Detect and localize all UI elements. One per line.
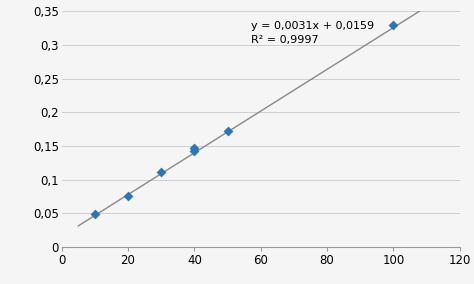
Point bbox=[224, 129, 231, 133]
Point bbox=[191, 149, 198, 154]
Point bbox=[157, 169, 165, 174]
Text: y = 0,0031x + 0,0159
R² = 0,9997: y = 0,0031x + 0,0159 R² = 0,9997 bbox=[251, 22, 374, 45]
Point bbox=[390, 22, 397, 27]
Point bbox=[91, 212, 99, 216]
Point bbox=[191, 146, 198, 150]
Point bbox=[124, 194, 132, 198]
